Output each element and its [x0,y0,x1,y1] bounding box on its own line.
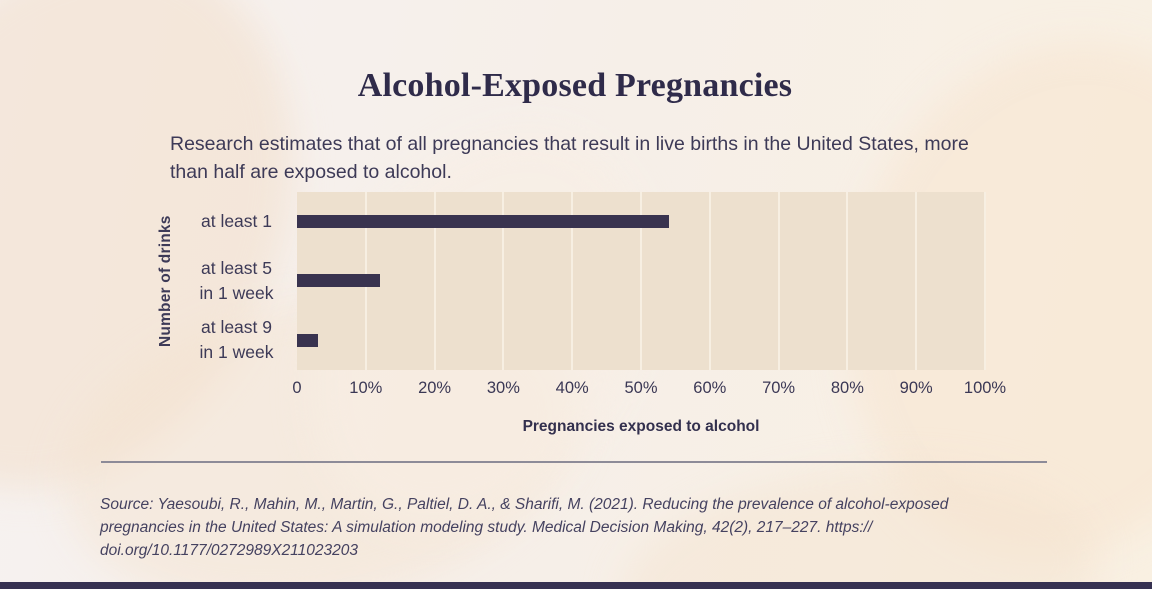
gridline [640,192,642,370]
x-tick-label: 90% [899,379,933,397]
bar-row [297,192,985,251]
x-tick-label: 20% [418,379,452,397]
y-axis-title: Number of drinks [157,215,174,347]
x-tick-label: 30% [486,379,520,397]
bar [297,215,669,229]
x-tick-label: 10% [349,379,383,397]
gridline [846,192,849,370]
gridline [571,192,574,370]
category-label: at least 5 in 1 week [199,257,274,303]
bottom-accent-bar [0,582,1152,589]
bar-row [297,311,985,370]
gridline [915,192,918,370]
x-tick-label: 50% [624,379,658,397]
divider-line [101,461,1047,463]
gridline [433,192,436,370]
gridline [708,192,711,370]
x-axis-title: Pregnancies exposed to alcohol [522,418,760,435]
gridline [777,192,780,370]
x-tick-label: 80% [830,379,864,397]
x-axis-tick-labels: 0 10% 20% 30% 40% 50% 60% 70% 80% 90% 100% [292,379,1006,399]
x-tick-label: 100% [963,379,1007,397]
gridline [502,192,505,370]
x-tick-label: 0 [292,379,302,397]
category-label: at least 1 [200,211,273,232]
x-tick-label: 70% [762,379,796,397]
x-tick-label: 60% [693,379,727,397]
page-title: Alcohol-Exposed Pregnancies [357,66,793,104]
bar [297,333,318,347]
plot-area [297,192,986,370]
source-citation: Source: Yaesoubi, R., Mahin, M., Martin,… [100,495,949,559]
bar-row [297,251,985,310]
bar [297,274,380,288]
gridline [984,192,986,370]
category-label: at least 9 in 1 week [199,317,274,363]
x-tick-label: 40% [555,379,589,397]
page-subtitle: Research estimates that of all pregnanci… [170,132,969,183]
